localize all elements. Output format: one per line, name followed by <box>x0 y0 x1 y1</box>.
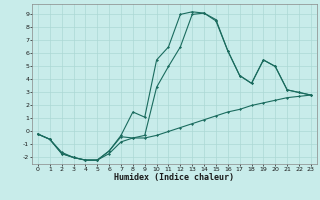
X-axis label: Humidex (Indice chaleur): Humidex (Indice chaleur) <box>115 173 234 182</box>
